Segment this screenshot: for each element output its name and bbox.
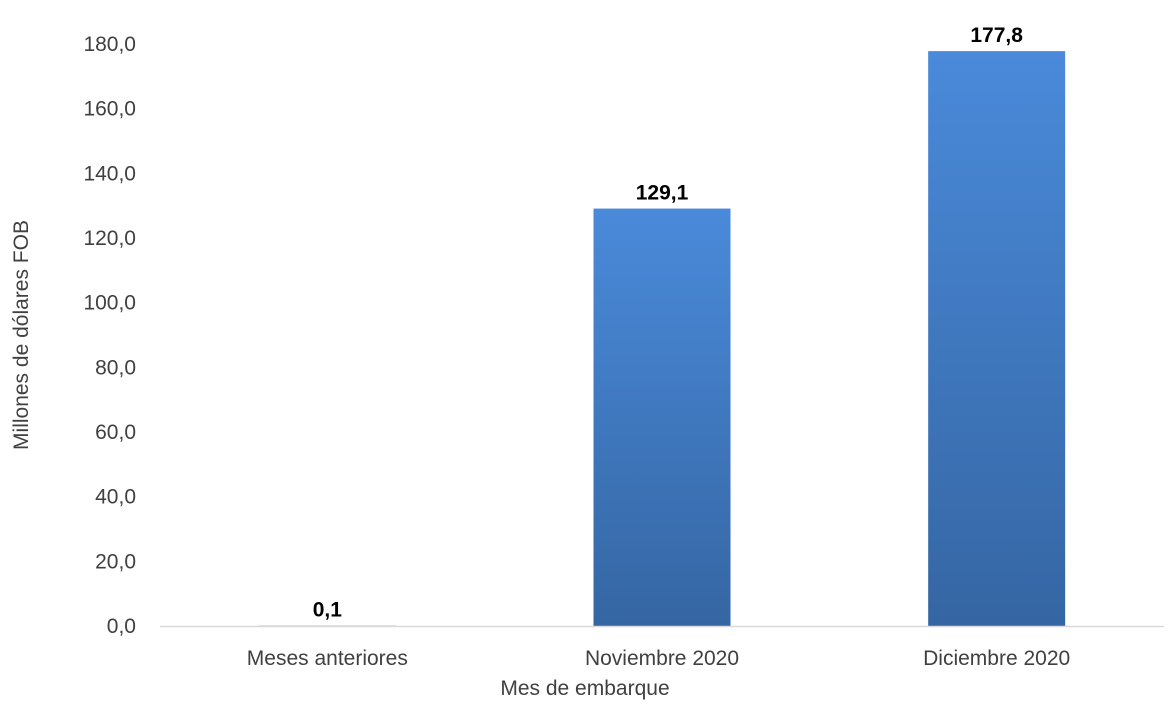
y-axis-title: Millones de dólares FOB [10,220,33,450]
x-tick-label: Meses anteriores [247,647,408,670]
y-tick-label: 160,0 [83,98,136,121]
x-tick-label: Diciembre 2020 [923,647,1070,670]
bar [593,208,731,626]
bar-value-label: 129,1 [636,182,689,205]
bar-value-label: 177,8 [970,24,1023,47]
y-axis: 0,0 20,0 40,0 60,0 80,0 100,0 120,0 140,0 160,0 1… [83,33,136,638]
y-tick-label: 100,0 [83,292,136,315]
y-tick-label: 120,0 [83,227,136,250]
bar [928,51,1066,626]
bar-value-label: 0,1 [313,599,343,622]
y-tick-label: 0,0 [107,615,136,638]
bar-series [258,51,1066,626]
x-axis-title: Mes de embarque [500,677,669,700]
x-axis: Meses anteriores Noviembre 2020 Diciembre … [247,647,1070,670]
y-tick-label: 180,0 [83,33,136,56]
y-tick-label: 140,0 [83,162,136,185]
y-tick-label: 80,0 [95,356,136,379]
data-labels: 0,1 129,1 177,8 [313,24,1024,622]
y-tick-label: 60,0 [95,421,136,444]
y-tick-label: 40,0 [95,486,136,509]
x-tick-label: Noviembre 2020 [585,647,739,670]
y-tick-label: 20,0 [95,550,136,573]
